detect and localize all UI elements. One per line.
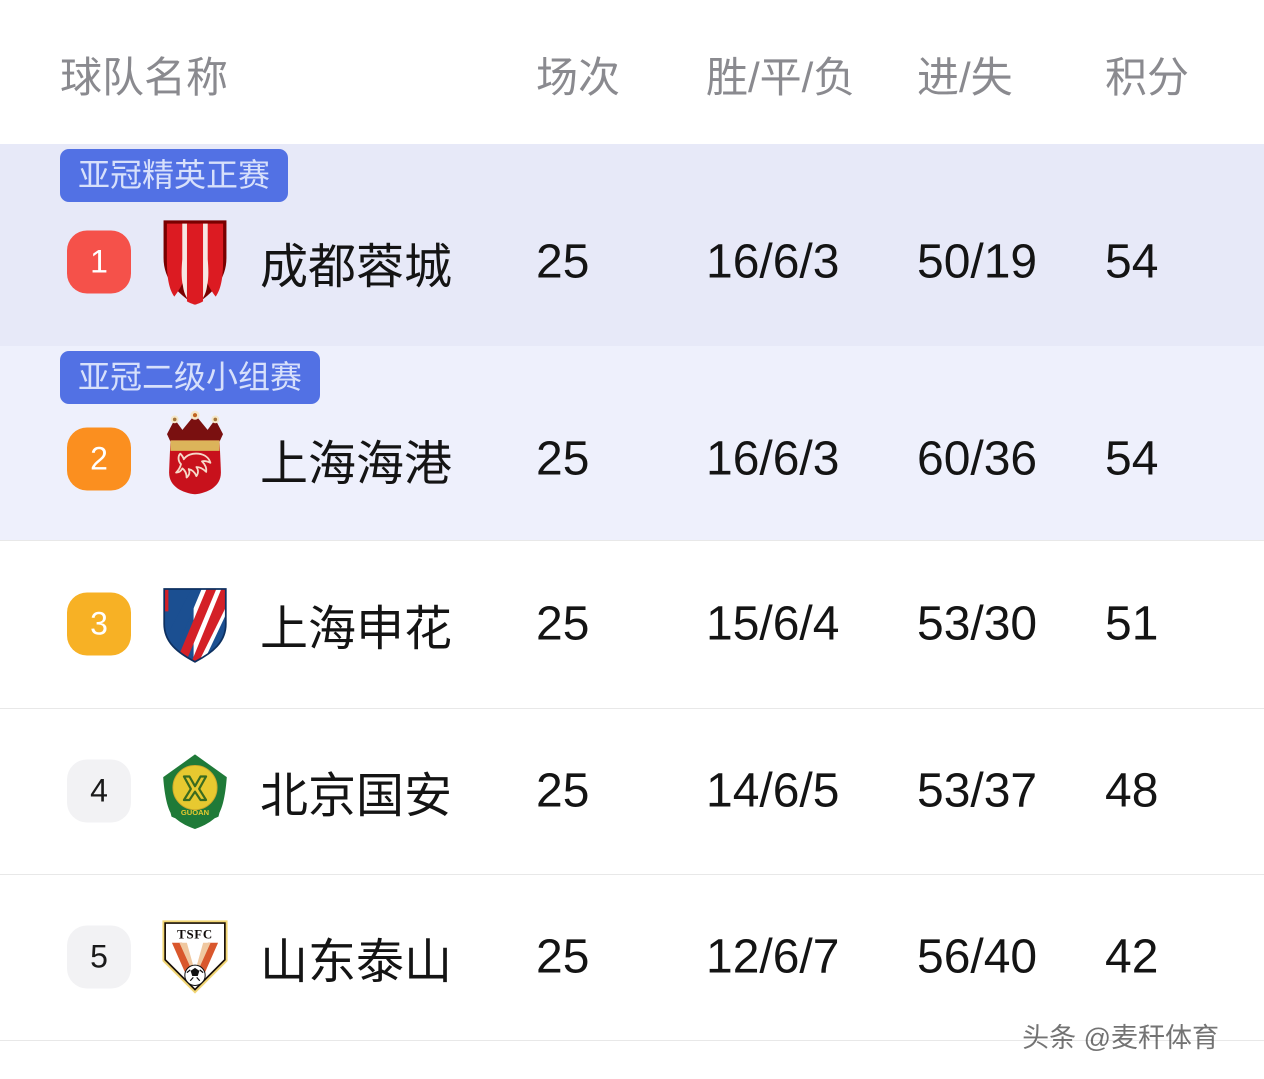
svg-text:GUOAN: GUOAN	[181, 808, 209, 817]
svg-text:TSFC: TSFC	[177, 928, 213, 942]
